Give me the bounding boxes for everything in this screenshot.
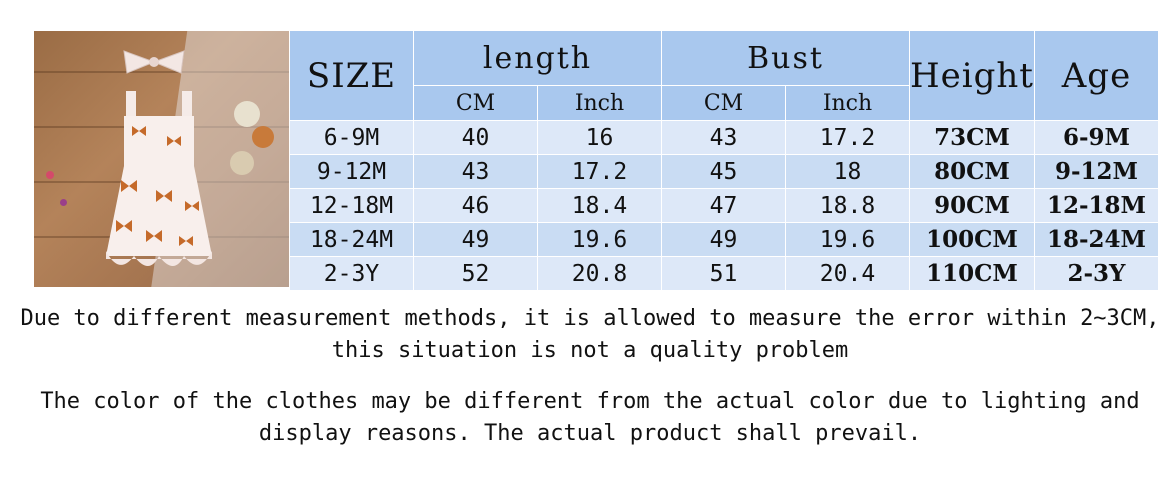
cell-length-inch: 20.8 — [537, 256, 662, 291]
cell-length-cm: 46 — [413, 188, 538, 223]
cell-age: 12-18M — [1033, 188, 1159, 223]
product-photo — [34, 31, 289, 287]
header-bust-cm: CM — [661, 85, 786, 121]
cell-height: 80CM — [909, 154, 1035, 189]
size-chart-table: SIZE length Bust Height Age CM Inch CM I… — [289, 30, 1159, 291]
cell-bust-inch: 18.8 — [785, 188, 910, 223]
cell-bust-inch: 18 — [785, 154, 910, 189]
cell-bust-inch: 20.4 — [785, 256, 910, 291]
table-row: 12-18M 46 18.4 47 18.8 90CM 12-18M — [289, 188, 1159, 223]
cell-bust-cm: 47 — [661, 188, 786, 223]
cell-bust-inch: 17.2 — [785, 120, 910, 155]
cell-length-cm: 52 — [413, 256, 538, 291]
cell-age: 9-12M — [1033, 154, 1159, 189]
cell-size: 6-9M — [289, 120, 414, 155]
cell-bust-cm: 49 — [661, 222, 786, 257]
cell-size: 18-24M — [289, 222, 414, 257]
butterfly-dress-icon — [106, 91, 212, 266]
cell-length-cm: 40 — [413, 120, 538, 155]
cell-height: 90CM — [909, 188, 1035, 223]
header-bust: Bust — [661, 30, 910, 86]
cell-height: 73CM — [909, 120, 1035, 155]
header-length: length — [413, 30, 662, 86]
cell-length-cm: 49 — [413, 222, 538, 257]
table-row: 2-3Y 52 20.8 51 20.4 110CM 2-3Y — [289, 256, 1159, 291]
color-note: The color of the clothes may be differen… — [40, 389, 1140, 446]
cell-length-cm: 43 — [413, 154, 538, 189]
cell-height: 100CM — [909, 222, 1035, 257]
cell-age: 18-24M — [1033, 222, 1159, 257]
cell-height: 110CM — [909, 256, 1035, 291]
cell-bust-cm: 45 — [661, 154, 786, 189]
cell-length-inch: 17.2 — [537, 154, 662, 189]
cell-size: 2-3Y — [289, 256, 414, 291]
header-length-cm: CM — [413, 85, 538, 121]
header-bust-inch: Inch — [785, 85, 910, 121]
header-height: Height — [909, 30, 1035, 121]
cell-length-inch: 19.6 — [537, 222, 662, 257]
header-size: SIZE — [289, 30, 414, 121]
table-row: 6-9M 40 16 43 17.2 73CM 6-9M — [289, 120, 1159, 155]
cell-length-inch: 16 — [537, 120, 662, 155]
cell-size: 12-18M — [289, 188, 414, 223]
cell-age: 6-9M — [1033, 120, 1159, 155]
table-row: 9-12M 43 17.2 45 18 80CM 9-12M — [289, 154, 1159, 189]
cell-length-inch: 18.4 — [537, 188, 662, 223]
header-length-inch: Inch — [537, 85, 662, 121]
measurement-note: Due to different measurement methods, it… — [20, 306, 1160, 363]
header-age: Age — [1033, 30, 1159, 121]
table-row: 18-24M 49 19.6 49 19.6 100CM 18-24M — [289, 222, 1159, 257]
cell-bust-cm: 51 — [661, 256, 786, 291]
headband-bow-icon — [123, 50, 185, 74]
cell-age: 2-3Y — [1033, 256, 1159, 291]
cell-bust-inch: 19.6 — [785, 222, 910, 257]
cell-size: 9-12M — [289, 154, 414, 189]
cell-bust-cm: 43 — [661, 120, 786, 155]
